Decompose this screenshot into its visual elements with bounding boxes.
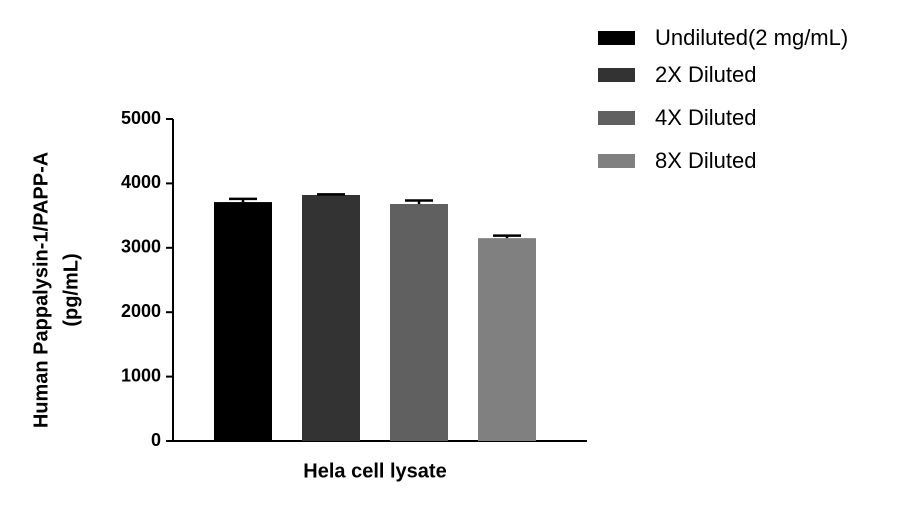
legend-swatch [598,154,635,168]
legend-label: Undiluted(2 mg/mL) [655,25,848,50]
y-axis-title: Human Pappalysin-1/PAPP-A (pg/mL) [30,152,82,428]
y-axis-title-line: Human Pappalysin-1/PAPP-A [30,152,52,428]
x-tick-label: Hela cell lysate [303,460,446,482]
error-bar [493,234,521,239]
bar [478,238,536,441]
y-tick-label: 0 [151,430,161,450]
bar [302,194,360,441]
y-tick-label: 2000 [121,301,161,321]
y-tick-label: 1000 [121,365,161,385]
legend-label: 4X Diluted [655,105,757,130]
bar [390,204,448,441]
legend-swatch [598,31,635,45]
y-tick-label: 5000 [121,108,161,128]
y-tick-label: 4000 [121,172,161,192]
error-bar [229,197,257,203]
error-bar [317,193,345,196]
y-axis-title-line: (pg/mL) [60,253,82,326]
legend-swatch [598,68,635,82]
legend-label: 2X Diluted [655,62,757,87]
legend-swatch [598,111,635,125]
legend-label: 8X Diluted [655,148,757,173]
error-bar [405,199,433,205]
bar [214,202,272,441]
y-tick-label: 3000 [121,237,161,257]
